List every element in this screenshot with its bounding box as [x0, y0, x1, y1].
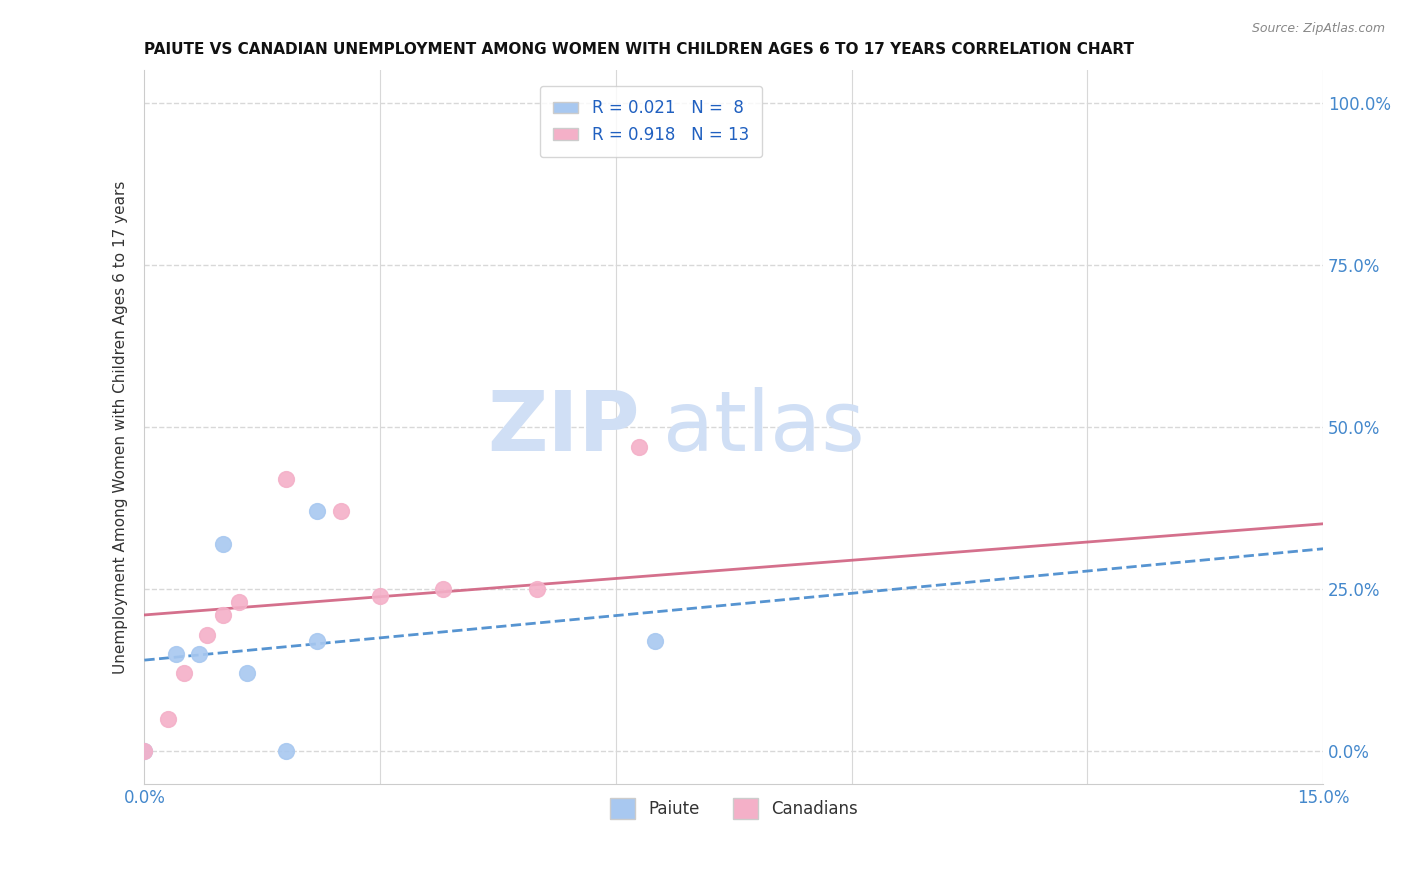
Point	[274, 472, 297, 486]
Point	[212, 608, 235, 623]
Point	[274, 744, 297, 758]
Point	[307, 634, 329, 648]
Text: PAIUTE VS CANADIAN UNEMPLOYMENT AMONG WOMEN WITH CHILDREN AGES 6 TO 17 YEARS COR: PAIUTE VS CANADIAN UNEMPLOYMENT AMONG WO…	[145, 42, 1135, 57]
Text: atlas: atlas	[664, 386, 865, 467]
Text: Source: ZipAtlas.com: Source: ZipAtlas.com	[1251, 22, 1385, 36]
Point	[228, 595, 250, 609]
Point	[173, 666, 195, 681]
Point	[134, 744, 156, 758]
Point	[165, 647, 187, 661]
Point	[195, 627, 218, 641]
Point	[307, 504, 329, 518]
Point	[235, 666, 257, 681]
Point	[212, 537, 235, 551]
Legend: Paiute, Canadians: Paiute, Canadians	[603, 792, 865, 825]
Point	[628, 440, 651, 454]
Text: ZIP: ZIP	[486, 386, 640, 467]
Point	[188, 647, 211, 661]
Point	[156, 712, 179, 726]
Point	[526, 582, 548, 597]
Point	[368, 589, 391, 603]
Y-axis label: Unemployment Among Women with Children Ages 6 to 17 years: Unemployment Among Women with Children A…	[114, 180, 128, 673]
Point	[134, 744, 156, 758]
Point	[329, 504, 352, 518]
Point	[644, 634, 666, 648]
Point	[432, 582, 454, 597]
